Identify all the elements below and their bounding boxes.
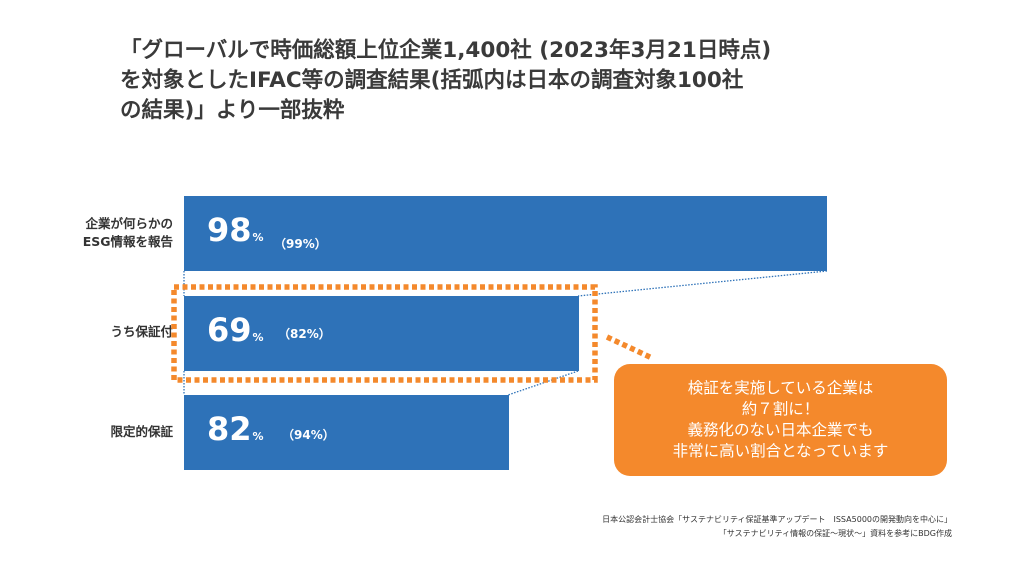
connector-line-right-bottom [507, 370, 579, 396]
value-label-limited-assurance: 82% [207, 410, 264, 448]
japan-value-assured: （82%） [278, 327, 331, 341]
category-label-esg-report: 企業が何らかの ESG情報を報告 [33, 215, 173, 251]
callout-line: 義務化のない日本企業でも [687, 421, 874, 439]
source-note: 日本公認会計士協会「サステナビリティ保証基準アップデート ISSA5000の開発… [602, 513, 952, 541]
bar-assured [184, 296, 579, 371]
category-label-line: うち保証付 [110, 324, 173, 339]
callout-pointer [605, 334, 654, 361]
category-label-limited-assurance: 限定的保証 [33, 423, 173, 441]
value-number: 98 [207, 211, 252, 249]
category-label-line: 企業が何らかの [85, 216, 173, 231]
source-line: 「サステナビリティ情報の保証～現状～」資料を参考にBDG作成 [718, 529, 952, 538]
value-number: 82 [207, 410, 252, 448]
callout-line: 非常に高い割合となっています [672, 442, 889, 460]
value-unit: % [252, 430, 264, 443]
title-line: 「グローバルで時価総額上位企業1,400社 (2023年3月21日時点) [120, 38, 772, 63]
callout-box: 検証を実施している企業は 約７割に！ 義務化のない日本企業でも 非常に高い割合と… [614, 364, 947, 476]
callout-line: 約７割に！ [741, 400, 820, 418]
value-label-esg-report: 98% [207, 211, 264, 249]
category-label-assured: うち保証付 [33, 323, 173, 341]
source-line: 日本公認会計士協会「サステナビリティ保証基準アップデート ISSA5000の開発… [602, 515, 952, 524]
value-unit: % [252, 331, 264, 344]
callout-line: 検証を実施している企業は [687, 379, 874, 397]
bar-limited-assurance [184, 395, 509, 470]
value-unit: % [252, 231, 264, 244]
japan-value-limited-assurance: （94%） [282, 428, 335, 442]
connector-line-right-top [577, 270, 828, 297]
bar-esg-report [184, 196, 827, 271]
category-label-line: 限定的保証 [110, 424, 173, 439]
highlight-box [171, 284, 598, 383]
value-number: 69 [207, 311, 252, 349]
title-line: を対象としたIFAC等の調査結果(括弧内は日本の調査対象100社 [120, 68, 744, 93]
title-line: の結果)」より一部抜粋 [120, 98, 345, 123]
japan-value-esg-report: （99%） [274, 237, 327, 251]
slide-title: 「グローバルで時価総額上位企業1,400社 (2023年3月21日時点) を対象… [120, 36, 900, 126]
value-label-assured: 69% [207, 311, 264, 349]
category-label-line: ESG情報を報告 [82, 234, 173, 249]
